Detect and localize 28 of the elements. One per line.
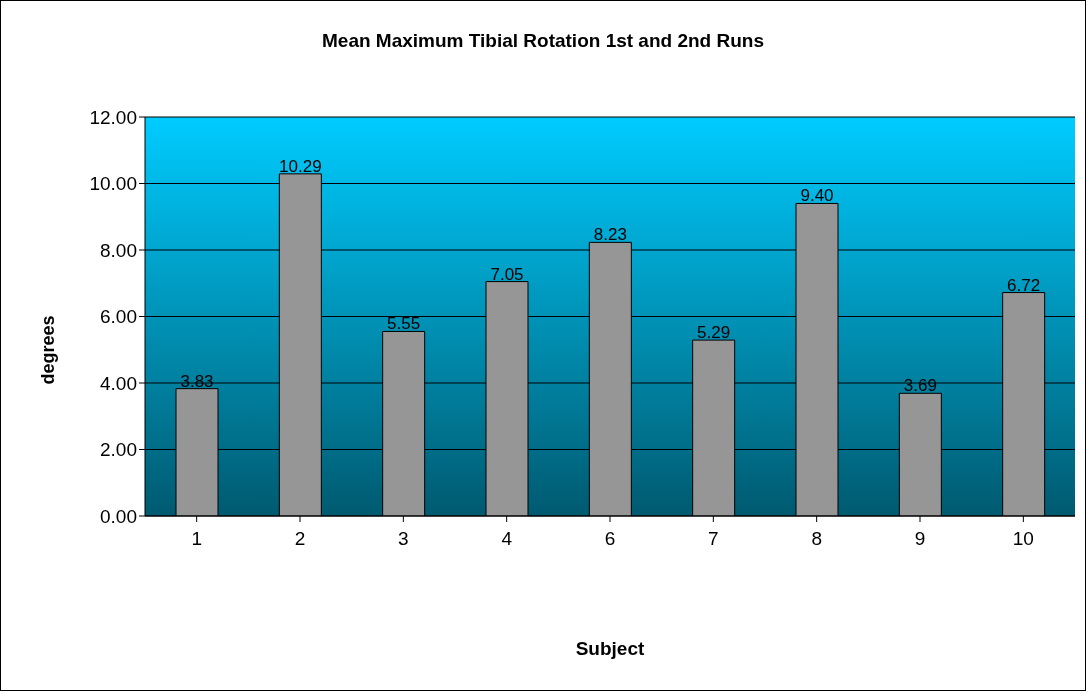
x-tick-label: 6 xyxy=(604,528,616,550)
y-tick-label: 2.00 xyxy=(100,439,137,461)
x-tick-label: 4 xyxy=(501,528,513,550)
data-label: 10.29 xyxy=(279,156,322,176)
data-label: 7.05 xyxy=(490,264,524,284)
y-tick-label: 12.00 xyxy=(89,106,137,128)
chart-title: Mean Maximum Tibial Rotation 1st and 2nd Runs xyxy=(321,30,765,52)
y-tick-label: 10.00 xyxy=(89,173,137,195)
data-label: 9.40 xyxy=(800,186,834,206)
y-tick-label: 4.00 xyxy=(100,372,137,394)
x-tick-label: 3 xyxy=(398,528,409,550)
y-tick-label: 6.00 xyxy=(100,306,137,328)
data-label: 8.23 xyxy=(593,225,627,245)
data-label: 5.29 xyxy=(697,323,731,343)
y-axis-title: degrees xyxy=(37,315,58,385)
data-label: 6.72 xyxy=(1007,275,1041,295)
x-tick-label: 2 xyxy=(294,528,306,550)
x-axis-title: Subject xyxy=(574,638,646,660)
x-tick-label: 10 xyxy=(1012,528,1034,550)
y-tick-label: 8.00 xyxy=(100,239,137,261)
x-tick-label: 8 xyxy=(811,528,822,550)
x-tick-label: 1 xyxy=(191,528,202,550)
y-tick-label: 0.00 xyxy=(100,505,137,527)
data-label: 3.83 xyxy=(180,371,214,391)
x-tick-label: 7 xyxy=(708,528,719,550)
x-tick-label: 9 xyxy=(914,528,926,550)
data-label: 3.69 xyxy=(903,376,937,396)
data-label: 5.55 xyxy=(387,314,421,334)
